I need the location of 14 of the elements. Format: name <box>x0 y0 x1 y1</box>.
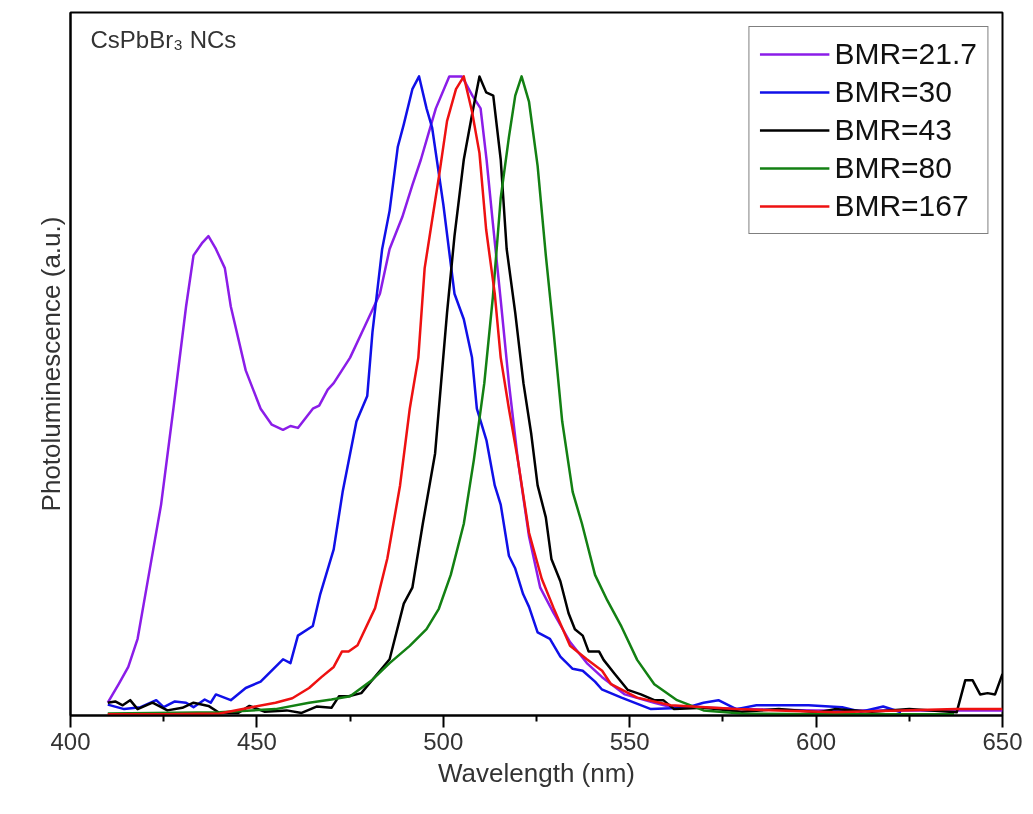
x-tick-label: 400 <box>50 727 91 755</box>
x-tick-label: 450 <box>236 727 277 755</box>
legend-label: BMR=43 <box>834 113 952 147</box>
x-tick-label: 650 <box>982 727 1023 755</box>
legend-label: BMR=30 <box>834 75 952 109</box>
legend-label: BMR=167 <box>834 189 969 223</box>
x-tick-label: 600 <box>796 727 837 755</box>
y-axis-title: Photoluminescence (a.u.) <box>35 216 66 512</box>
x-axis-title: Wavelength (nm) <box>438 757 635 788</box>
x-tick-label: 550 <box>609 727 650 755</box>
legend-label: BMR=21.7 <box>834 37 977 71</box>
legend-label: BMR=80 <box>834 151 952 185</box>
x-tick-label: 500 <box>423 727 464 755</box>
text: CsPbBr₃ NCs <box>90 25 237 53</box>
